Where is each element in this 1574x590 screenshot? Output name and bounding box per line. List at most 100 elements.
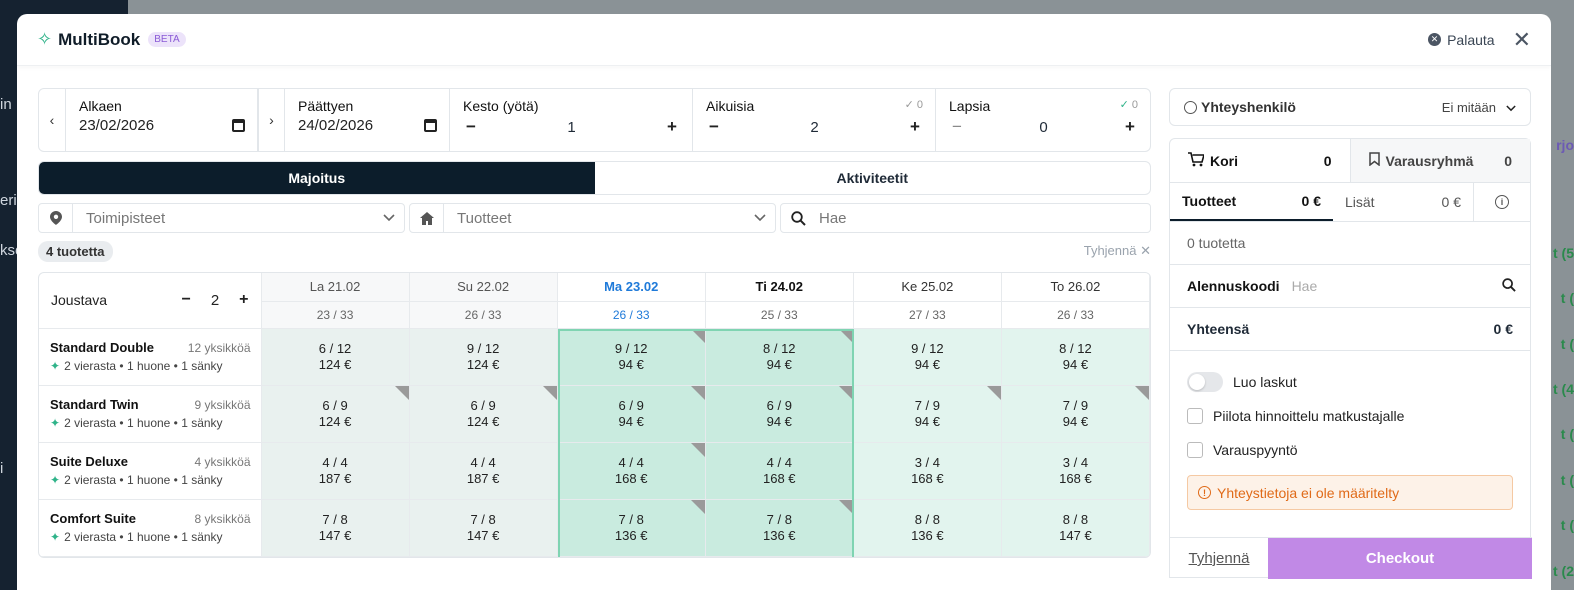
availability-price: 147 € [1059,527,1092,543]
availability-cell[interactable]: 7 / 8 136 € [705,499,854,557]
availability-cell[interactable]: 8 / 8 136 € [853,499,1002,557]
children-value: 0 [1039,118,1048,136]
availability-count: 7 / 8 [618,511,644,527]
chevron-down-icon [1506,100,1516,115]
availability-cell[interactable]: 7 / 8 147 € [409,499,558,557]
info-icon: i [1495,195,1509,209]
availability-price: 168 € [763,470,796,486]
tab-booking-group[interactable]: Varausryhmä 0 [1349,139,1530,182]
booking-request-checkbox[interactable] [1187,442,1203,458]
availability-grid: Joustava − 2 + La 21.02 Su 22.02 Ma 23.0… [38,272,1151,558]
availability-price: 136 € [614,527,648,543]
tab-aktiviteetit[interactable]: Aktiviteetit [836,170,909,186]
availability-count: 8 / 12 [1059,340,1092,356]
availability-count: 6 / 9 [322,397,348,413]
corner-marker-icon [690,328,705,343]
availability-cell[interactable]: 6 / 9 124 € [409,385,558,443]
nights-plus-button[interactable]: + [667,117,677,136]
adults-stepper: − 2 + [706,117,923,137]
booking-request-option: Varauspyyntö [1187,433,1513,467]
check-icon: ✓ [904,99,914,111]
tab-products[interactable]: Tuotteet 0 € [1170,183,1333,221]
cart-product-count: 0 tuotetta [1170,222,1530,265]
availability-count: 9 / 12 [614,340,648,356]
products-select[interactable]: Tuotteet [409,203,776,233]
calendar-icon[interactable] [424,119,437,132]
availability-cell[interactable]: 6 / 9 124 € [261,385,410,443]
availability-price: 187 € [466,470,500,486]
start-date-input[interactable]: 23/02/2026 [79,117,245,134]
flexible-plus-button[interactable]: + [239,291,249,309]
sparkle-icon: ✦ [50,359,61,373]
flexible-minus-button[interactable]: − [181,291,191,309]
adults-check-value: 0 [916,99,923,111]
availability-cell[interactable]: 4 / 4 187 € [261,442,410,500]
children-check-value: 0 [1131,99,1138,111]
corner-marker-icon [986,385,1001,400]
availability-cell[interactable]: 4 / 4 168 € [705,442,854,500]
close-icon[interactable]: ✕ [1512,26,1531,52]
hide-pricing-option: Piilota hinnoittelu matkustajalle [1187,399,1513,433]
room-row: Standard Double 12 yksikköä ✦ 2 vierasta • … [39,328,1150,386]
end-date-input[interactable]: 24/02/2026 [298,117,437,134]
info-button[interactable]: i [1473,183,1530,221]
availability-cell[interactable]: 7 / 8 136 € [557,499,706,557]
availability-price: 124 € [318,356,352,372]
availability-cell[interactable]: 7 / 8 147 € [261,499,410,557]
bg-fragment: t ( [1560,517,1574,533]
availability-cell[interactable]: 4 / 4 168 € [557,442,706,500]
availability-cell[interactable]: 6 / 12 124 € [261,328,410,386]
prev-date-button[interactable]: ‹ [39,89,66,151]
clear-cart-button[interactable]: Tyhjennä [1188,550,1250,567]
search-field[interactable]: Hae [780,203,1151,233]
availability-price: 187 € [318,470,352,486]
corner-marker-icon [1135,385,1149,400]
availability-price: 124 € [466,413,500,429]
adults-minus-button[interactable]: − [709,117,719,136]
tab-majoitus[interactable]: Majoitus [39,162,595,194]
reset-button[interactable]: ✕ Palauta [1428,32,1495,48]
availability-cell[interactable]: 3 / 4 168 € [853,442,1002,500]
availability-cell[interactable]: 9 / 12 94 € [853,328,1002,386]
day-header-selected: Ti 24.02 [705,273,854,302]
next-date-button[interactable]: › [258,89,285,151]
nights-label: Kesto (yötä) [463,98,539,114]
locations-select[interactable]: Toimipisteet [38,203,405,233]
discount-code-input[interactable] [1291,278,1490,294]
availability-cell[interactable]: 7 / 9 94 € [1001,385,1150,443]
availability-cell[interactable]: 9 / 12 124 € [409,328,558,386]
adults-plus-button[interactable]: + [910,117,920,136]
availability-cell[interactable]: 4 / 4 187 € [409,442,558,500]
tab-extras[interactable]: Lisät 0 € [1333,183,1473,221]
total-label: Yhteensä [1187,321,1250,337]
sparkle-icon: ✦ [50,530,61,544]
availability-cell[interactable]: 9 / 12 94 € [557,328,706,386]
availability-cell[interactable]: 8 / 8 147 € [1001,499,1150,557]
day-occupancy: 27 / 33 [853,301,1002,329]
checkout-button[interactable]: Checkout [1268,538,1532,579]
tab-cart[interactable]: Kori 0 [1170,139,1350,182]
search-placeholder: Hae [819,209,847,227]
clear-filters-link[interactable]: Tyhjennä ✕ [1083,243,1151,258]
availability-cell[interactable]: 6 / 9 94 € [557,385,706,443]
availability-cell[interactable]: 6 / 9 94 € [705,385,854,443]
availability-cell[interactable]: 3 / 4 168 € [1001,442,1150,500]
extras-tab-label: Lisät [1345,194,1375,210]
corner-marker-icon [394,385,409,400]
availability-price: 147 € [466,527,500,543]
calendar-icon[interactable] [232,119,245,132]
availability-cell[interactable]: 8 / 12 94 € [1001,328,1150,386]
availability-count: 8 / 12 [763,340,796,356]
contact-person-select[interactable]: Yhteyshenkilö Ei mitään [1169,88,1531,126]
app-title: MultiBook [58,29,141,49]
availability-cell[interactable]: 8 / 12 94 € [705,328,854,386]
nights-minus-button[interactable]: − [466,117,476,136]
children-plus-button[interactable]: + [1125,117,1135,136]
hide-pricing-checkbox[interactable] [1187,408,1203,424]
search-icon[interactable] [1502,277,1516,295]
availability-cell[interactable]: 7 / 9 94 € [853,385,1002,443]
create-invoices-toggle[interactable] [1187,372,1223,392]
filter-bar: Toimipisteet Tuotteet Hae [38,203,1151,233]
sparkle-icon: ✦ [50,416,61,430]
children-minus-button[interactable]: − [952,117,962,136]
